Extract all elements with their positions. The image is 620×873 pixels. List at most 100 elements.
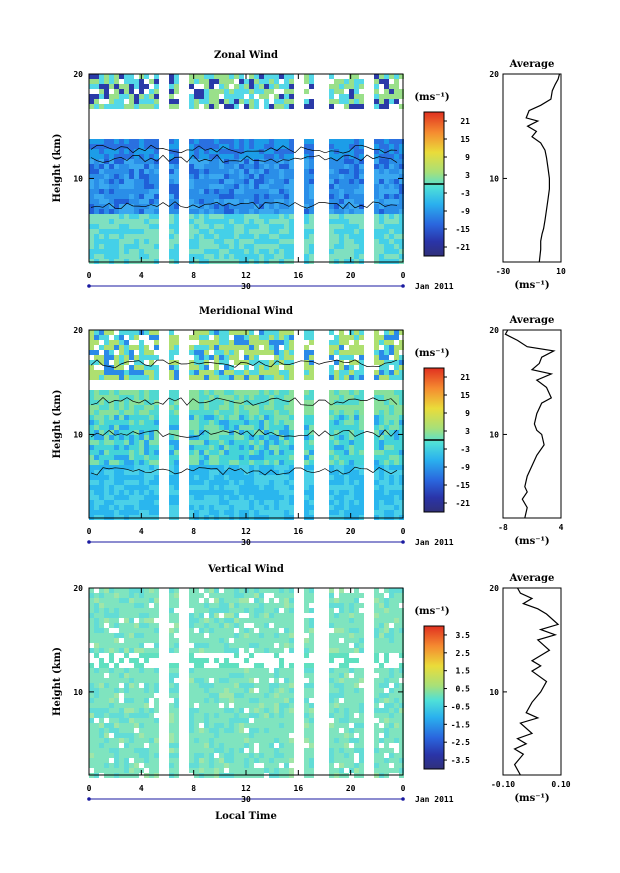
heatmap-cell xyxy=(189,495,194,500)
heatmap-cell xyxy=(279,249,284,254)
heatmap-cell xyxy=(344,84,349,89)
heatmap-cell xyxy=(224,254,229,259)
heatmap-cell xyxy=(394,214,399,219)
heatmap-cell xyxy=(389,350,394,355)
heatmap-cell xyxy=(174,748,179,753)
heatmap-cell xyxy=(114,698,119,703)
heatmap-cell xyxy=(174,239,179,244)
heatmap-cell xyxy=(374,74,379,79)
heatmap-cell xyxy=(269,500,274,505)
heatmap-cell xyxy=(264,440,269,445)
heatmap-cell xyxy=(264,234,269,239)
heatmap-cell xyxy=(174,189,179,194)
heatmap-cell xyxy=(309,179,314,184)
heatmap-cell xyxy=(274,199,279,204)
heatmap-cell xyxy=(259,405,264,410)
heatmap-cell xyxy=(234,199,239,204)
heatmap-cell xyxy=(189,174,194,179)
heatmap-cell xyxy=(169,99,174,104)
heatmap-cell xyxy=(199,194,204,199)
heatmap-cell xyxy=(329,608,334,613)
heatmap-cell xyxy=(89,350,94,355)
heatmap-cell xyxy=(199,748,204,753)
heatmap-cell xyxy=(174,480,179,485)
heatmap-cell xyxy=(94,648,99,653)
heatmap-cell xyxy=(254,505,259,510)
heatmap-cell xyxy=(334,214,339,219)
heatmap-cell xyxy=(209,149,214,154)
heatmap-cell xyxy=(124,84,129,89)
heatmap-cell xyxy=(189,718,194,723)
heatmap-cell xyxy=(269,643,274,648)
heatmap-cell xyxy=(274,179,279,184)
heatmap-cell xyxy=(394,74,399,79)
heatmap-cell xyxy=(279,588,284,593)
heatmap-cell xyxy=(339,335,344,340)
heatmap-cell xyxy=(239,500,244,505)
heatmap-cell xyxy=(154,738,159,743)
heatmap-cell xyxy=(214,758,219,763)
heatmap-cell xyxy=(189,94,194,99)
heatmap-cell xyxy=(349,465,354,470)
heatmap-cell xyxy=(274,254,279,259)
heatmap-cell xyxy=(199,593,204,598)
heatmap-cell xyxy=(354,623,359,628)
heatmap-cell xyxy=(354,613,359,618)
heatmap-cell xyxy=(89,490,94,495)
heatmap-cell xyxy=(289,603,294,608)
heatmap-cell xyxy=(354,683,359,688)
heatmap-cell xyxy=(389,345,394,350)
heatmap-cell xyxy=(134,698,139,703)
heatmap-cell xyxy=(349,189,354,194)
heatmap-cell xyxy=(304,395,309,400)
heatmap-cell xyxy=(244,425,249,430)
heatmap-cell xyxy=(329,425,334,430)
heatmap-cell xyxy=(119,74,124,79)
heatmap-cell xyxy=(249,618,254,623)
heatmap-cell xyxy=(329,653,334,658)
heatmap-cell xyxy=(189,345,194,350)
heatmap-cell xyxy=(104,174,109,179)
heatmap-cell xyxy=(99,84,104,89)
heatmap-cell xyxy=(219,149,224,154)
heatmap-cell xyxy=(244,420,249,425)
heatmap-cell xyxy=(339,154,344,159)
heatmap-cell xyxy=(344,638,349,643)
heatmap-cell xyxy=(329,224,334,229)
heatmap-cell xyxy=(234,455,239,460)
heatmap-cell xyxy=(284,673,289,678)
heatmap-cell xyxy=(89,703,94,708)
heatmap-cell xyxy=(234,139,239,144)
heatmap-cell xyxy=(194,593,199,598)
heatmap-cell xyxy=(289,139,294,144)
heatmap-cell xyxy=(339,370,344,375)
heatmap-cell xyxy=(334,84,339,89)
heatmap-cell xyxy=(239,430,244,435)
heatmap-cell xyxy=(89,214,94,219)
heatmap-cell xyxy=(139,693,144,698)
heatmap-cell xyxy=(169,495,174,500)
heatmap-cell xyxy=(254,360,259,365)
heatmap-cell xyxy=(334,415,339,420)
heatmap-cell xyxy=(279,405,284,410)
heatmap-cell xyxy=(309,189,314,194)
heatmap-cell xyxy=(204,199,209,204)
heatmap-cell xyxy=(144,638,149,643)
heatmap-cell xyxy=(144,94,149,99)
heatmap-cell xyxy=(259,440,264,445)
heatmap-cell xyxy=(379,470,384,475)
heatmap-cell xyxy=(229,633,234,638)
heatmap-cell xyxy=(289,199,294,204)
heatmap-cell xyxy=(174,768,179,773)
heatmap-cell xyxy=(194,658,199,663)
heatmap-cell xyxy=(354,84,359,89)
heatmap-cell xyxy=(269,174,274,179)
heatmap-cell xyxy=(139,708,144,713)
heatmap-cell xyxy=(194,663,199,668)
heatmap-cell xyxy=(339,350,344,355)
heatmap-cell xyxy=(274,405,279,410)
heatmap-cell xyxy=(259,154,264,159)
heatmap-cell xyxy=(169,204,174,209)
heatmap-cell xyxy=(339,420,344,425)
heatmap-cell xyxy=(264,229,269,234)
